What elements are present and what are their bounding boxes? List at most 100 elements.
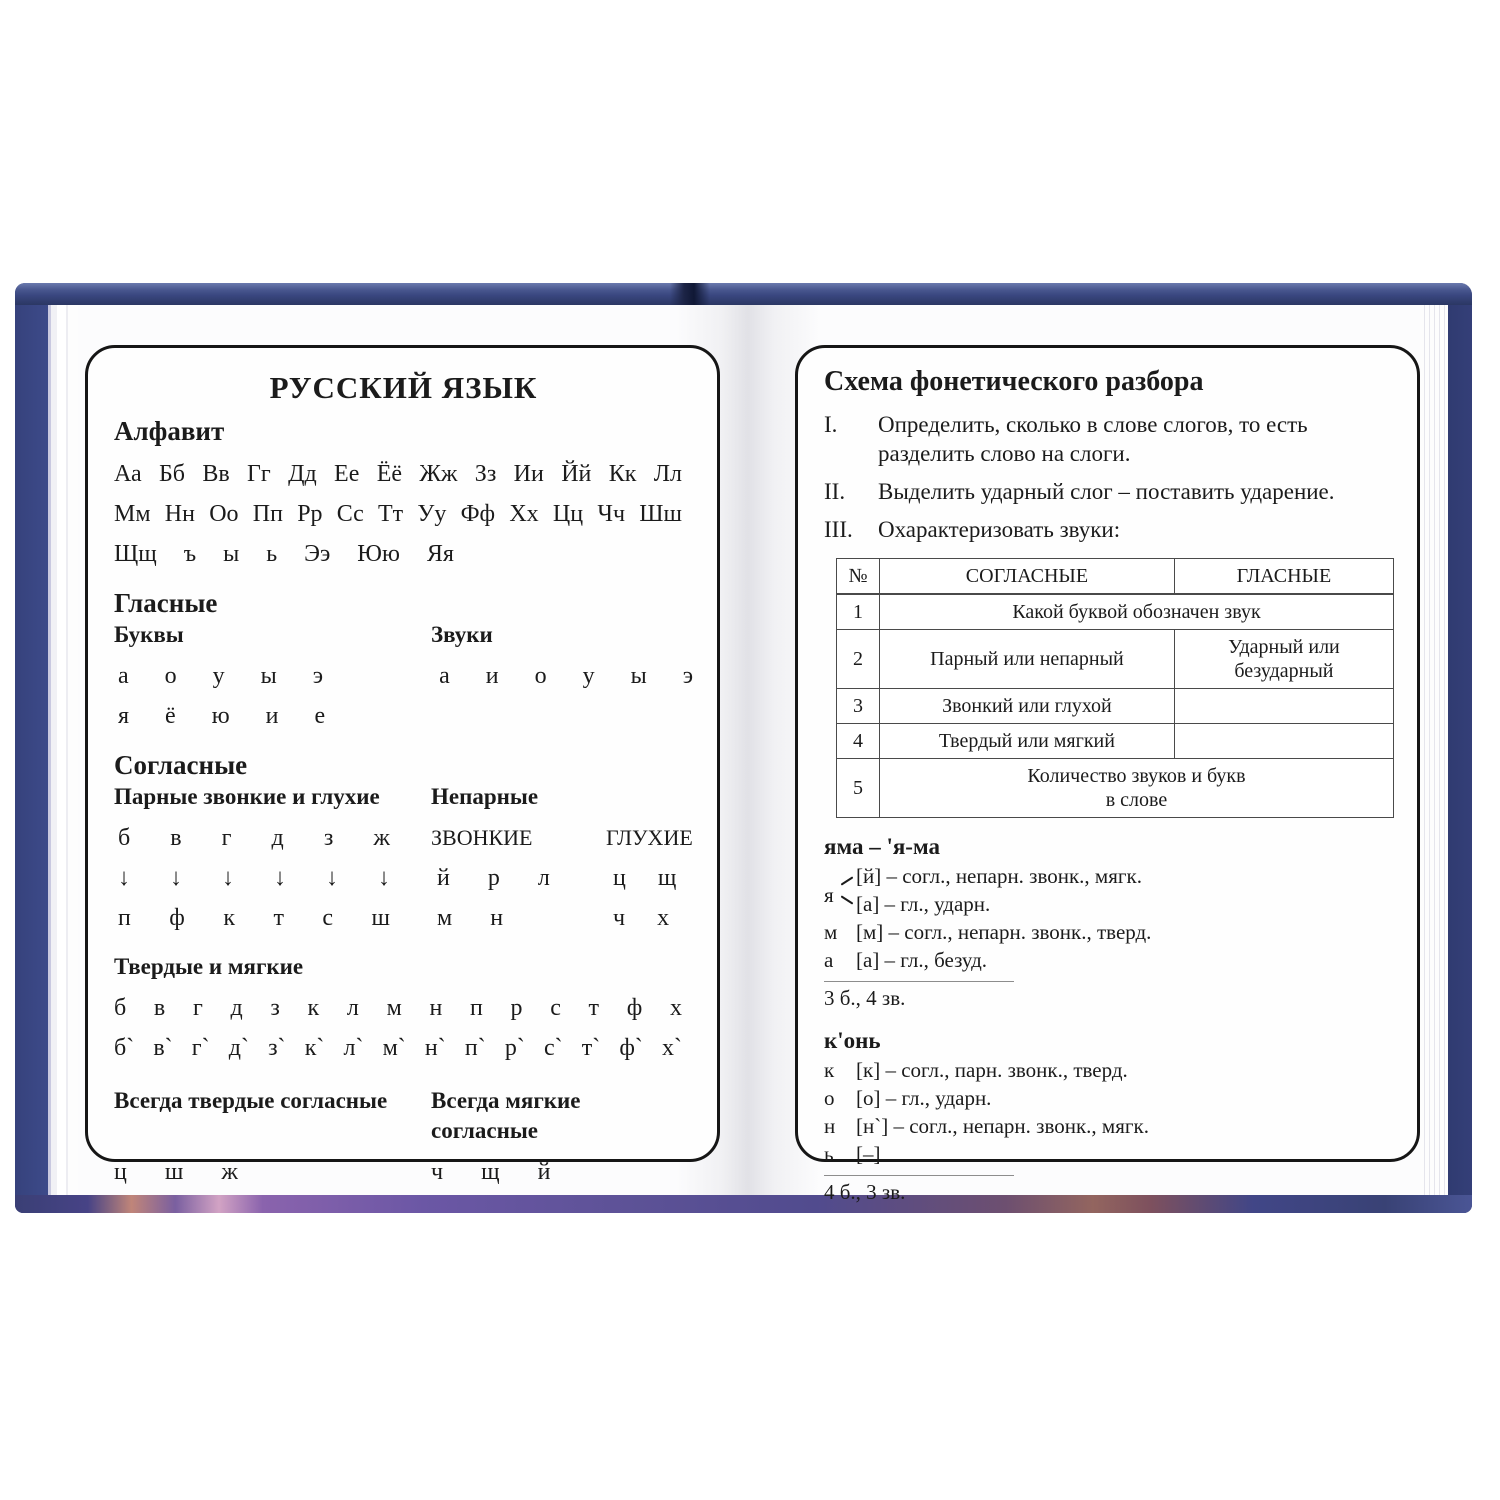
letter: о (534, 663, 547, 689)
letter: т (273, 905, 284, 931)
line-letter: н (824, 1114, 836, 1138)
letter: м (386, 995, 402, 1021)
step-3-numeral: III. (824, 517, 853, 542)
right-page-frame: Схема фонетического разбора I. Определит… (795, 345, 1420, 1204)
example-2-heading: к'онь (824, 1028, 881, 1053)
table-row: 3 Звонкий или глухой (836, 688, 1395, 724)
col-header-number: № (836, 558, 880, 595)
alphabet-row-3: Щщ ъ ы ь Ээ Юю Яя (114, 534, 454, 574)
letter: м` (382, 1035, 406, 1061)
alphabet-row-1: Аа Бб Вв Гг Дд Ее Ёё Жж Зз Ии Йй Кк Лл (114, 454, 682, 494)
line-letter: м (824, 920, 838, 944)
example-1-branch: я [й] – согл., непарн. звонк., мягк. [а]… (824, 862, 1393, 918)
letter: Щщ (114, 541, 157, 567)
letter: ш (164, 1159, 184, 1185)
page-stack-left-edge (48, 305, 78, 1195)
letter: Уу (417, 501, 447, 527)
paired-arrows-row: ↓ ↓ ↓ ↓ ↓ ↓ (114, 858, 390, 898)
step-2-text: Выделить ударный слог – поставить ударен… (878, 479, 1335, 504)
table-row: 2 Парный или непарный Ударный или безуда… (836, 629, 1395, 689)
example-2-line: ь [–] (824, 1140, 1393, 1168)
sum-divider (824, 981, 1014, 982)
letter: ж (221, 1159, 238, 1185)
row-text: Количество звуков и букв в слове (879, 758, 1394, 818)
letter: ф` (619, 1035, 643, 1061)
letter: г (192, 995, 203, 1021)
letter: а (118, 663, 129, 689)
step-2: II. Выделить ударный слог – поставить уд… (824, 477, 1393, 506)
example-2-line: к [к] – согл., парн. звонк., тверд. (824, 1056, 1393, 1084)
line-letter: к (824, 1058, 835, 1082)
letter: ы (223, 541, 240, 567)
spine-notch (670, 283, 710, 305)
voiced-label: ЗВОНКИЕ (431, 825, 533, 850)
letter: Йй (561, 461, 592, 487)
letter: ю (211, 703, 230, 729)
always-hard-heading: Всегда твердые согласные (114, 1088, 388, 1113)
letter: ↓ (118, 865, 130, 891)
letter: Гг (247, 461, 271, 487)
letter: о (164, 663, 177, 689)
letter: к (307, 995, 320, 1021)
letter: э (682, 663, 693, 689)
letter: ф (169, 905, 185, 931)
row-text-line-1: Количество звуков и букв (1027, 765, 1246, 787)
always-soft-heading: Всегда мягкие согласные (431, 1088, 581, 1143)
letter: ↓ (170, 865, 182, 891)
letter: п (118, 905, 131, 931)
letter: д (230, 995, 243, 1021)
example-2-total: 4 б., 3 зв. (824, 1180, 906, 1204)
letter: й (437, 865, 450, 891)
row-number: 5 (836, 758, 880, 818)
row-text: Какой буквой обозначен звук (879, 593, 1394, 630)
letter: л (346, 995, 359, 1021)
letter: Дд (288, 461, 317, 487)
letter: с (322, 905, 334, 931)
always-labels-row: Всегда твердые согласные Всегда мягкие с… (114, 1086, 693, 1146)
voiceless-label: ГЛУХИЕ (606, 825, 693, 850)
cover-top-edge (15, 283, 1472, 305)
unpaired-labels: ЗВОНКИЕ ГЛУХИЕ (431, 818, 693, 858)
letter: л` (343, 1035, 364, 1061)
letter: Ее (334, 461, 360, 487)
line-text: [н`] – согл., непарн. звонк., мягк. (856, 1114, 1149, 1138)
table-row: 1 Какой буквой обозначен звук (836, 593, 1394, 630)
letter: з (270, 995, 280, 1021)
letter: щ (481, 1159, 500, 1185)
letter: Чч (597, 501, 626, 527)
letter: ъ (183, 541, 197, 567)
line-text: [–] (856, 1142, 881, 1166)
letter: к` (304, 1035, 325, 1061)
letter: з (323, 825, 334, 851)
example-1-total: 3 б., 4 зв. (824, 986, 906, 1010)
letter: Тт (377, 501, 404, 527)
example-1-line: а [а] – гл., безуд. (824, 946, 1393, 974)
letter: Яя (426, 541, 454, 567)
letter: ж (373, 825, 390, 851)
letter: р (487, 865, 500, 891)
letter: г (221, 825, 232, 851)
letter: ч (431, 1159, 444, 1185)
letter: ↓ (222, 865, 234, 891)
letter: ы (260, 663, 277, 689)
letter: Вв (202, 461, 230, 487)
vowel-sounds-label: Звуки (431, 622, 493, 647)
letter: в (170, 825, 182, 851)
line-text: [а] – гл., безуд. (856, 948, 988, 972)
consonants-labels-row: Парные звонкие и глухие Непарные (114, 782, 693, 812)
letter: Мм (114, 501, 151, 527)
hard-soft-heading: Твердые и мягкие (114, 954, 304, 979)
example-2-line: н [н`] – согл., непарн. звонк., мягк. (824, 1112, 1393, 1140)
letter: Фф (460, 501, 496, 527)
example-1-heading: яма – 'я-ма (824, 834, 940, 859)
letter: ь (266, 541, 278, 567)
